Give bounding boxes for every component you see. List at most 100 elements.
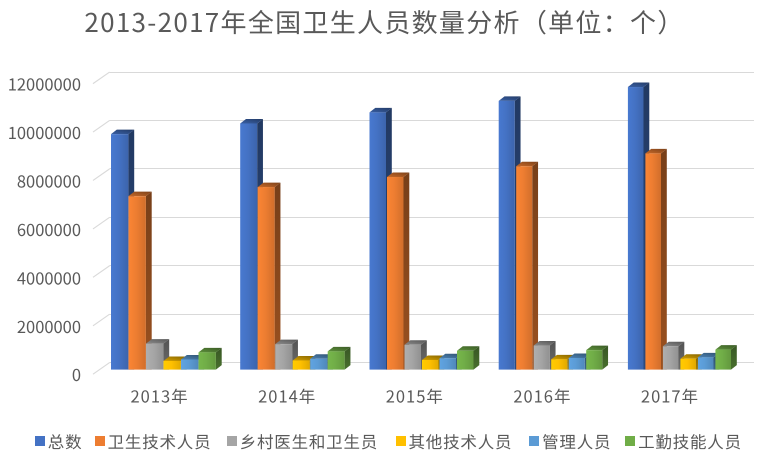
y-axis-label: 2000000 bbox=[17, 314, 81, 338]
legend-label: 乡村医生和卫生员 bbox=[239, 428, 379, 453]
bar-side-face bbox=[215, 347, 222, 370]
legend-label: 工勤技能人员 bbox=[638, 428, 742, 453]
x-axis-label: 2015年 bbox=[386, 384, 444, 408]
y-axis-label: 6000000 bbox=[17, 217, 81, 241]
legend-label: 卫生技术人员 bbox=[107, 428, 212, 453]
bar-front-face bbox=[697, 357, 714, 370]
bar-top-face bbox=[627, 82, 650, 88]
bar-top-face bbox=[662, 341, 685, 347]
bar-top-face bbox=[439, 353, 462, 359]
bar-front-face bbox=[111, 134, 129, 370]
bar-front-face bbox=[457, 350, 474, 370]
bar bbox=[257, 182, 281, 370]
bar-front-face bbox=[533, 345, 550, 370]
legend-item: 乡村医生和卫生员 bbox=[226, 428, 379, 453]
legend-swatch bbox=[94, 436, 105, 446]
gridline-tick bbox=[92, 216, 110, 230]
bar-front-face bbox=[369, 112, 386, 370]
bar-side-face bbox=[145, 191, 152, 370]
bar-front-face bbox=[627, 87, 644, 370]
bar-front-face bbox=[240, 123, 258, 370]
bar-front-face bbox=[662, 346, 679, 370]
y-axis-label: 8000000 bbox=[17, 168, 81, 192]
gridline-tick bbox=[92, 313, 110, 327]
gridline-tick bbox=[92, 119, 110, 133]
bar-top-face bbox=[146, 339, 170, 344]
bar-top-face bbox=[369, 107, 392, 113]
bar-side-face bbox=[661, 148, 667, 370]
y-axis-label: 10000000 bbox=[8, 120, 81, 144]
legend-swatch bbox=[529, 436, 540, 446]
bar-front-face bbox=[257, 187, 275, 370]
bar-front-face bbox=[310, 358, 328, 370]
bar-side-face bbox=[344, 346, 351, 370]
legend-item: 工勤技能人员 bbox=[625, 428, 742, 453]
bar-top-face bbox=[715, 345, 737, 350]
legend-swatch bbox=[226, 436, 237, 446]
bar-top-face bbox=[516, 161, 539, 167]
x-axis-label: 2013年 bbox=[131, 384, 189, 408]
bar-top-face bbox=[128, 191, 152, 197]
bar-top-face bbox=[275, 339, 298, 345]
bar-top-face bbox=[533, 341, 556, 346]
bar-top-face bbox=[111, 129, 135, 135]
bar-side-face bbox=[403, 172, 410, 370]
bar bbox=[387, 172, 410, 370]
bar bbox=[198, 347, 222, 370]
bar-top-face bbox=[404, 340, 427, 345]
bar-top-face bbox=[422, 355, 445, 360]
bar-front-face bbox=[146, 343, 164, 370]
y-axis-label: 12000000 bbox=[8, 72, 81, 96]
bar-front-face bbox=[181, 359, 199, 370]
bar-front-face bbox=[439, 358, 456, 370]
bar-top-face bbox=[680, 354, 702, 359]
bar-top-face bbox=[697, 352, 720, 358]
legend-item: 管理人员 bbox=[529, 428, 612, 453]
bar-top-face bbox=[198, 347, 222, 353]
bar-front-face bbox=[586, 350, 603, 370]
bar-front-face bbox=[292, 360, 310, 370]
x-axis-label: 2014年 bbox=[258, 384, 316, 408]
bar bbox=[586, 345, 609, 370]
bar-side-face bbox=[602, 345, 609, 370]
bar bbox=[516, 161, 539, 370]
legend-swatch bbox=[395, 436, 406, 446]
bar bbox=[404, 340, 427, 370]
bar-front-face bbox=[387, 177, 404, 370]
bar-front-face bbox=[516, 166, 533, 370]
bar bbox=[715, 345, 737, 370]
bar-top-face bbox=[240, 118, 263, 124]
bar-side-face bbox=[274, 182, 281, 370]
bar-front-face bbox=[128, 196, 146, 370]
bar-top-face bbox=[327, 346, 351, 352]
bar bbox=[457, 346, 480, 370]
legend-label: 总数 bbox=[47, 428, 83, 453]
bar-top-face bbox=[292, 356, 316, 361]
bar-top-face bbox=[568, 353, 591, 358]
legend-item: 其他技术人员 bbox=[395, 428, 513, 453]
bar-front-face bbox=[568, 357, 585, 370]
gridline-tick bbox=[92, 265, 110, 278]
y-axis-label: 4000000 bbox=[17, 265, 81, 289]
bar-front-face bbox=[327, 351, 345, 370]
chart-title: 2013-2017年全国卫生人员数量分析（单位：个） bbox=[84, 3, 685, 40]
bar-top-face bbox=[498, 96, 521, 101]
bar bbox=[327, 346, 351, 370]
bar-top-face bbox=[181, 354, 205, 360]
legend-label: 其他技术人员 bbox=[408, 428, 513, 453]
bar-front-face bbox=[198, 352, 216, 370]
bar-front-face bbox=[163, 360, 181, 370]
legend-label: 管理人员 bbox=[542, 428, 612, 453]
bar-side-face bbox=[731, 345, 737, 370]
bar-top-face bbox=[586, 345, 609, 351]
bar-side-face bbox=[532, 161, 539, 370]
x-axis-label: 2016年 bbox=[513, 384, 571, 408]
legend-item: 卫生技术人员 bbox=[94, 428, 212, 453]
gridline-tick bbox=[92, 362, 110, 375]
bar-front-face bbox=[551, 359, 568, 370]
bar bbox=[128, 191, 152, 370]
bar bbox=[645, 148, 667, 370]
bar-top-face bbox=[551, 354, 574, 360]
